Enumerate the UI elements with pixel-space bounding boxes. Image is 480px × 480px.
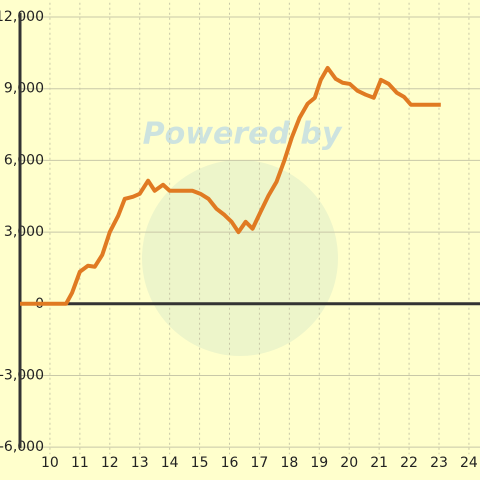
- x-tick-label: 14: [161, 455, 179, 471]
- y-tick-label: -6,000: [0, 439, 44, 455]
- x-tick-label: 18: [280, 455, 298, 471]
- x-tick-label: 20: [340, 455, 358, 471]
- x-tick-label: 11: [71, 455, 89, 471]
- y-tick-label: -3,000: [0, 367, 44, 383]
- line-series: [20, 65, 441, 306]
- x-tick-label: 24: [460, 455, 478, 471]
- x-tick-label: 17: [251, 455, 269, 471]
- x-tick-label: 21: [370, 455, 388, 471]
- x-tick-label: 16: [221, 455, 239, 471]
- x-tick-label: 23: [430, 455, 448, 471]
- x-tick-label: 12: [101, 455, 119, 471]
- y-tick-label: 9,000: [4, 81, 44, 97]
- y-tick-label: 6,000: [4, 152, 44, 168]
- y-tick-label: 3,000: [4, 224, 44, 240]
- x-tick-label: 13: [131, 455, 149, 471]
- x-tick-label: 19: [310, 455, 328, 471]
- x-tick-label: 15: [191, 455, 209, 471]
- watermark: Powered by: [143, 117, 343, 152]
- y-tick-label: 12,000: [0, 9, 44, 25]
- x-tick-label: 22: [400, 455, 418, 471]
- x-tick-label: 10: [41, 455, 59, 471]
